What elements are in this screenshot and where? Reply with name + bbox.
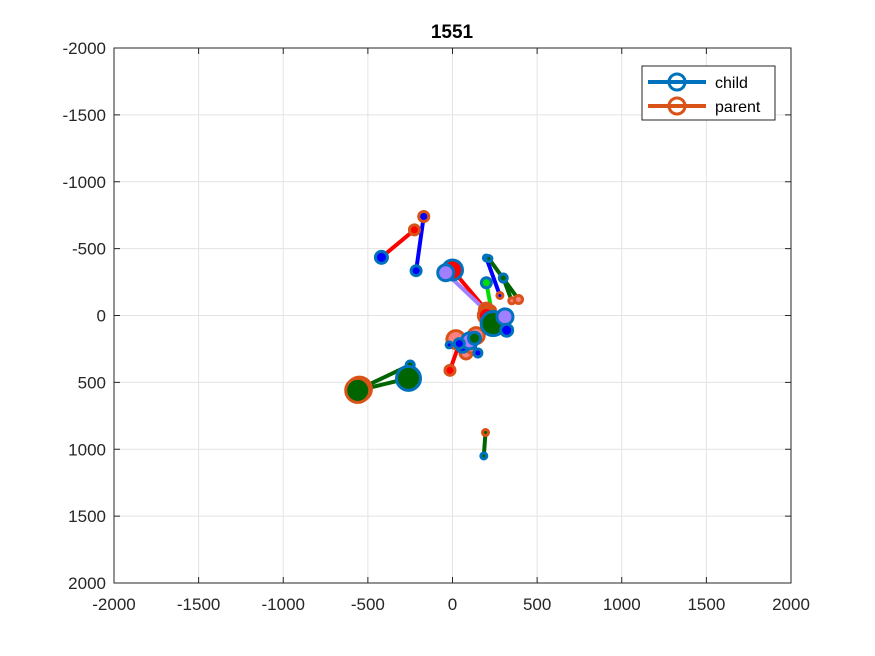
parent-marker	[344, 376, 372, 404]
legend-parent-label: parent	[715, 99, 761, 116]
legend-parent-marker	[667, 96, 687, 116]
legend-child-label: child	[715, 75, 748, 92]
parent-marker	[417, 210, 431, 224]
legend[interactable]: child parent	[641, 65, 776, 121]
x-tick-label: 1500	[687, 595, 725, 614]
x-tick-label: 0	[448, 595, 457, 614]
x-tick-label: -1000	[262, 595, 305, 614]
y-tick-label: 0	[97, 307, 106, 326]
y-tick-label: -2000	[63, 39, 106, 58]
parent-marker	[443, 363, 457, 377]
child-marker	[479, 451, 489, 461]
child-marker	[484, 254, 494, 264]
y-tick-label: 2000	[68, 574, 106, 593]
x-tick-label: 1000	[603, 595, 641, 614]
link-line	[484, 255, 502, 298]
x-tick-label: -500	[351, 595, 385, 614]
x-axis-ticks: -2000 -1500 -1000 -500 0 500 1000 1500 2000	[92, 48, 810, 614]
y-axis-ticks: -2000 -1500 -1000 -500 0 500 1000 1500 2000	[63, 39, 791, 593]
y-tick-label: -1000	[63, 173, 106, 192]
legend-item-parent: parent	[648, 96, 761, 116]
data-markers	[344, 210, 525, 461]
child-marker	[452, 337, 466, 351]
child-marker	[409, 264, 423, 278]
x-tick-label: 2000	[772, 595, 810, 614]
child-marker	[479, 276, 493, 290]
y-tick-label: 1000	[68, 440, 106, 459]
legend-child-marker	[667, 72, 687, 92]
child-marker	[495, 307, 515, 327]
child-marker	[394, 364, 422, 392]
child-marker	[472, 347, 484, 359]
parent-marker	[481, 428, 491, 438]
child-marker	[497, 272, 509, 284]
x-tick-label: 500	[523, 595, 551, 614]
child-marker	[467, 330, 483, 346]
parent-marker	[407, 223, 421, 237]
x-tick-label: -1500	[177, 595, 220, 614]
child-marker	[436, 263, 456, 283]
child-marker	[499, 322, 515, 338]
chart-title: 1551	[431, 22, 474, 43]
child-marker	[373, 249, 389, 265]
y-tick-label: -500	[72, 240, 106, 259]
legend-item-child: child	[648, 72, 748, 92]
y-tick-label: -1500	[63, 106, 106, 125]
link-line	[414, 214, 426, 273]
y-tick-label: 1500	[68, 507, 106, 526]
parent-marker	[495, 290, 505, 300]
legend-box	[641, 65, 776, 121]
x-tick-label: -2000	[92, 595, 135, 614]
child-marker	[444, 340, 454, 350]
parent-marker	[507, 296, 517, 306]
y-tick-label: 500	[78, 373, 106, 392]
